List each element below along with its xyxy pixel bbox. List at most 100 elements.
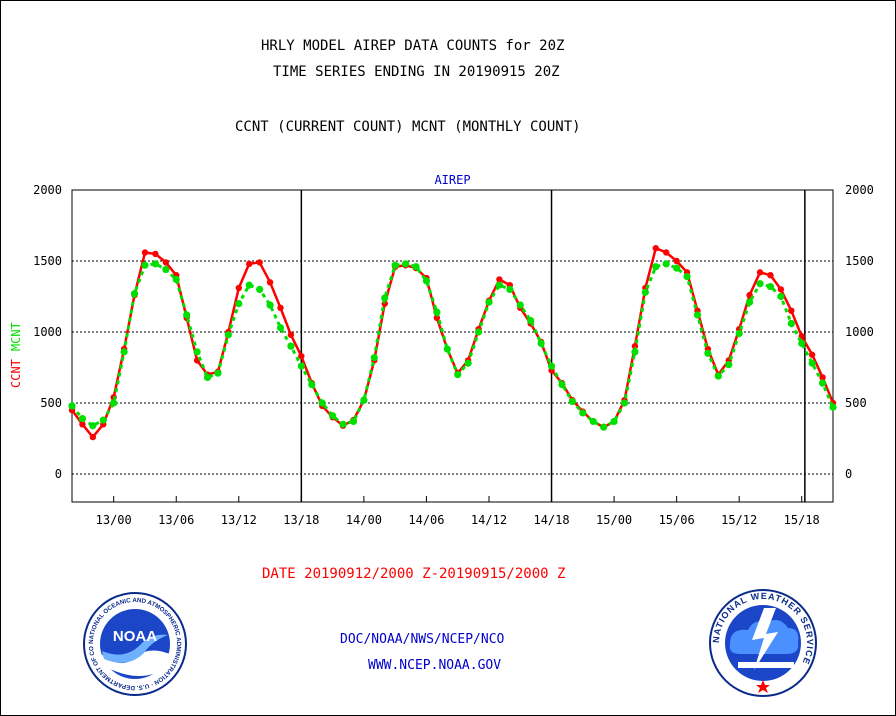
chart-subtitle: AIREP: [434, 173, 470, 187]
data-point-mcnt: [537, 339, 545, 347]
data-point-mcnt: [370, 353, 378, 362]
data-point-ccnt: [277, 304, 284, 312]
data-point-mcnt: [224, 331, 232, 339]
data-point-mcnt: [183, 311, 191, 319]
data-point-ccnt: [141, 249, 149, 256]
data-point-mcnt: [474, 328, 483, 336]
data-point-ccnt: [79, 421, 86, 428]
x-tick-label: 13/00: [96, 513, 132, 527]
data-point-ccnt: [246, 260, 253, 268]
y-tick-label-right: 0: [845, 467, 852, 481]
data-point-mcnt: [798, 339, 806, 347]
plot-border: [71, 189, 834, 503]
y-tick-label-right: 500: [845, 396, 867, 410]
y-tick-label-left: 1500: [33, 254, 62, 268]
data-point-mcnt: [620, 399, 629, 407]
data-point-ccnt: [756, 269, 764, 276]
x-tick-label: 15/06: [659, 513, 695, 527]
data-point-mcnt: [704, 349, 712, 357]
data-point-ccnt: [819, 374, 826, 381]
data-point-mcnt: [725, 361, 733, 369]
data-point-mcnt: [777, 292, 785, 301]
data-point-mcnt: [99, 416, 107, 424]
data-point-mcnt: [318, 399, 326, 407]
chart-title-line3: CCNT (CURRENT COUNT) MCNT (MONTHLY COUNT…: [235, 119, 581, 135]
x-tick-label: 15/18: [784, 513, 820, 527]
data-point-mcnt: [693, 311, 702, 319]
noaa-logo: NOAA NATIONAL OCEANIC AND ATMOSPHERIC AD…: [82, 591, 187, 696]
data-point-ccnt: [777, 286, 785, 293]
data-point-ccnt: [287, 331, 295, 339]
y-axis-label-ccnt: CCNT: [9, 359, 23, 388]
data-point-mcnt: [495, 281, 504, 289]
data-point-mcnt: [829, 403, 837, 411]
chart-title-line2: TIME SERIES ENDING IN 20190915 20Z: [273, 64, 560, 80]
data-point-mcnt: [506, 285, 514, 293]
data-point-mcnt: [589, 417, 597, 426]
data-point-mcnt: [203, 373, 212, 382]
data-point-mcnt: [766, 282, 775, 291]
data-point-mcnt: [89, 422, 97, 430]
data-point-mcnt: [245, 281, 253, 289]
y-tick-label-right: 2000: [845, 183, 874, 197]
data-point-ccnt: [652, 245, 659, 252]
data-point-mcnt: [339, 420, 347, 428]
data-point-mcnt: [485, 298, 493, 306]
y-axis-label: CCNT MCNT: [9, 322, 23, 388]
data-point-mcnt: [454, 371, 462, 379]
data-point-ccnt: [298, 352, 305, 360]
data-point-mcnt: [610, 417, 618, 426]
data-point-mcnt: [412, 263, 420, 271]
data-point-mcnt: [735, 329, 743, 338]
data-point-ccnt: [235, 284, 242, 292]
data-point-mcnt: [68, 402, 76, 410]
data-point-mcnt: [464, 359, 472, 367]
data-point-mcnt: [308, 380, 316, 389]
data-point-mcnt: [662, 260, 670, 268]
x-tick-label: 14/18: [533, 513, 569, 527]
data-point-mcnt: [401, 260, 410, 268]
data-point-mcnt: [235, 300, 243, 308]
data-point-mcnt: [349, 417, 358, 426]
data-point-mcnt: [673, 264, 681, 272]
data-point-ccnt: [663, 249, 670, 256]
data-point-mcnt: [120, 348, 128, 356]
chart-title-line1: HRLY MODEL AIREP DATA COUNTS for 20Z: [261, 38, 565, 54]
data-point-mcnt: [276, 324, 285, 332]
data-point-mcnt: [256, 285, 264, 293]
data-point-ccnt: [767, 272, 774, 279]
data-point-mcnt: [391, 261, 399, 269]
series-line-mcnt: [70, 262, 835, 429]
data-point-ccnt: [266, 279, 274, 286]
y-axis-label-mcnt: MCNT: [9, 322, 23, 351]
data-point-mcnt: [547, 362, 556, 370]
data-point-mcnt: [214, 369, 222, 377]
data-point-mcnt: [683, 273, 691, 281]
data-point-mcnt: [641, 288, 649, 296]
data-point-mcnt: [631, 348, 639, 356]
data-point-mcnt: [568, 397, 576, 406]
data-point-ccnt: [673, 257, 680, 265]
data-point-mcnt: [600, 423, 608, 431]
data-point-mcnt: [808, 359, 816, 367]
x-tick-label: 15/00: [596, 513, 632, 527]
data-point-ccnt: [496, 276, 503, 283]
data-point-mcnt: [110, 399, 118, 407]
data-point-mcnt: [360, 396, 368, 404]
data-point-mcnt: [527, 317, 535, 325]
data-point-ccnt: [788, 307, 795, 314]
data-point-mcnt: [516, 301, 524, 309]
data-point-mcnt: [443, 345, 451, 353]
y-tick-label-left: 500: [40, 396, 62, 410]
data-point-mcnt: [756, 280, 764, 288]
data-point-mcnt: [297, 362, 305, 370]
data-point-mcnt: [579, 409, 587, 417]
data-point-mcnt: [787, 319, 795, 328]
data-point-mcnt: [193, 348, 201, 356]
data-point-ccnt: [162, 259, 170, 266]
data-point-mcnt: [151, 260, 159, 268]
data-point-mcnt: [329, 412, 337, 420]
org-label: DOC/NOAA/NWS/NCEP/NCO: [340, 632, 505, 647]
data-point-ccnt: [89, 433, 97, 441]
